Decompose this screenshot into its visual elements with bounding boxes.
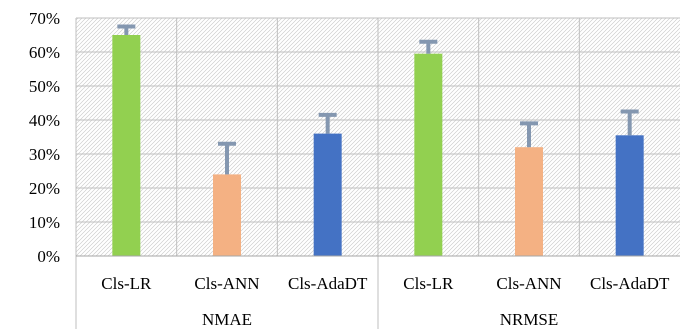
bar (515, 147, 544, 256)
y-tick-label: 0% (37, 247, 60, 266)
x-tick-label: Cls-LR (101, 274, 152, 293)
y-tick-label: 10% (29, 213, 60, 232)
bar (414, 53, 443, 257)
y-tick-label: 50% (29, 77, 60, 96)
x-tick-label: Cls-LR (403, 274, 454, 293)
bar (313, 133, 342, 256)
bar (112, 35, 141, 256)
x-tick-label: Cls-ANN (194, 274, 259, 293)
axes: 0% 10% 20% 30% 40% 50% 60% 70% Cls-LR Cls-ANN Cls-… (29, 9, 680, 329)
group-label: NMAE (202, 310, 252, 329)
group-label: NRMSE (500, 310, 559, 329)
y-tick-label: 20% (29, 179, 60, 198)
x-tick-label: Cls-AdaDT (288, 274, 368, 293)
bar (213, 174, 242, 256)
gridlines (76, 17, 680, 329)
y-tick-label: 60% (29, 43, 60, 62)
bar (615, 135, 644, 256)
bars (112, 24, 644, 257)
x-tick-label: Cls-ANN (496, 274, 561, 293)
y-tick-label: 70% (29, 9, 60, 28)
y-tick-label: 40% (29, 111, 60, 130)
y-tick-label: 30% (29, 145, 60, 164)
x-tick-label: Cls-AdaDT (590, 274, 670, 293)
